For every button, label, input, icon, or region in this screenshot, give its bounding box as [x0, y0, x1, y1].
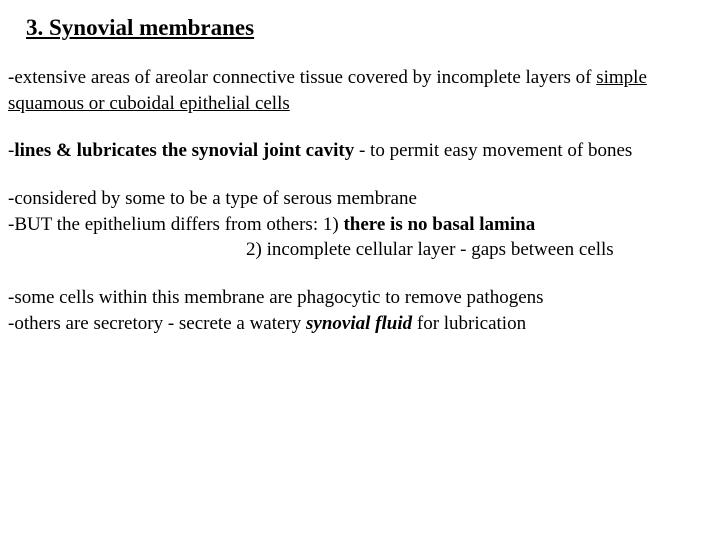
text-run: - to permit easy movement of bones: [354, 140, 632, 161]
section-title: 3. Synovial membranes: [8, 10, 712, 43]
text-run-bold: lines & lubricates the synovial joint ca…: [14, 140, 354, 161]
text-run: -extensive areas of areolar connective t…: [8, 67, 596, 88]
text-run-bold: there is no basal lamina: [343, 214, 535, 235]
paragraph-function: -lines & lubricates the synovial joint c…: [8, 138, 712, 164]
paragraph-secretory: -others are secretory - secrete a watery…: [8, 311, 712, 337]
text-run-bold-italic: synovial fluid: [306, 313, 412, 334]
document-page: 3. Synovial membranes -extensive areas o…: [0, 0, 720, 346]
text-run: -others are secretory - secrete a watery: [8, 313, 306, 334]
paragraph-serous: -considered by some to be a type of sero…: [8, 186, 712, 212]
paragraph-gaps: 2) incomplete cellular layer - gaps betw…: [8, 237, 712, 263]
paragraph-but: -BUT the epithelium differs from others:…: [8, 212, 712, 238]
text-run: -BUT the epithelium differs from others:…: [8, 214, 343, 235]
paragraph-phagocytic: -some cells within this membrane are pha…: [8, 285, 712, 311]
text-run: for lubrication: [412, 313, 526, 334]
paragraph-definition: -extensive areas of areolar connective t…: [8, 65, 712, 116]
